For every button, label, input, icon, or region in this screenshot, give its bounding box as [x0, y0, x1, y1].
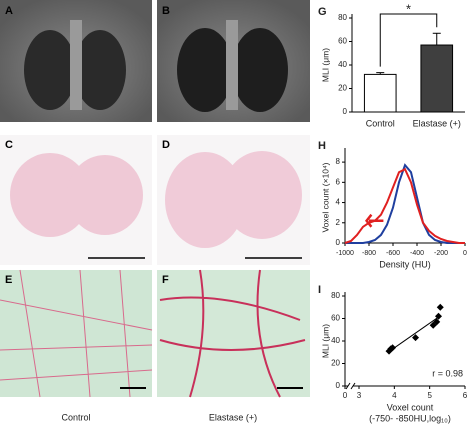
panel-label: D: [162, 139, 170, 151]
histology-image-f: [157, 269, 310, 398]
x-tick-label: 0: [463, 250, 467, 257]
data-point: [433, 318, 441, 326]
panel-label: G: [318, 6, 327, 18]
y-tick-label: 4: [336, 198, 341, 207]
x-tick-label: 0: [343, 391, 348, 400]
x-tick-label: -800: [362, 250, 376, 257]
significance-bracket: [379, 13, 438, 67]
panel-label: A: [5, 5, 13, 17]
y-tick-label: 20: [331, 359, 340, 368]
panel-label: H: [318, 140, 326, 152]
x-tick-label: -200: [434, 250, 448, 257]
y-tick-label: 8: [336, 157, 341, 166]
x-tick-label: -400: [410, 250, 424, 257]
data-point: [389, 344, 397, 352]
histology-image-e: [0, 269, 153, 398]
y-tick-label: 60: [338, 37, 347, 46]
panel-label: E: [5, 274, 12, 286]
panel-label: C: [5, 139, 13, 151]
x-tick-label: 4: [392, 391, 397, 400]
y-tick-label: 20: [338, 84, 347, 93]
line-series: [344, 167, 465, 244]
y-axis-label: MLI (μm): [320, 324, 330, 358]
panel-label: F: [162, 274, 169, 286]
y-tick-label: 60: [331, 314, 340, 323]
bar: [420, 44, 454, 113]
x-tick-label: 3: [357, 391, 362, 400]
column-label: Control: [61, 412, 90, 422]
x-tick-label: -1000: [336, 250, 354, 257]
panel-label: B: [162, 5, 170, 17]
data-point: [412, 334, 420, 342]
data-point: [436, 303, 444, 311]
x-axis-label: (-750- -850HU,log₁₀): [369, 413, 451, 423]
x-tick-label: 6: [463, 391, 468, 400]
x-tick-label: Control: [366, 118, 395, 128]
x-axis-label: Density (HU): [379, 259, 431, 269]
axis-break: [348, 383, 353, 389]
x-axis-label: Voxel count: [387, 402, 434, 412]
ct-image-b: [157, 0, 310, 122]
y-tick-label: 0: [343, 107, 348, 116]
y-axis-label: MLI (μm): [320, 48, 330, 82]
y-tick-label: 40: [331, 336, 340, 345]
bar: [363, 73, 397, 113]
ct-image-a: [0, 0, 152, 122]
significance-mark: *: [406, 1, 411, 16]
y-axis-label: Voxel count (×10⁴): [320, 162, 330, 232]
panel-label: I: [318, 284, 321, 296]
y-tick-label: 6: [336, 177, 341, 186]
column-label: Elastase (+): [209, 412, 257, 422]
histology-image-d: [157, 135, 310, 265]
y-tick-label: 2: [336, 218, 341, 227]
arrow-annotation: [365, 213, 384, 228]
x-tick-label: Elastase (+): [413, 118, 461, 128]
data-point: [435, 312, 442, 320]
y-tick-label: 0: [336, 238, 341, 247]
annotation: r = 0.98: [432, 368, 463, 378]
line-series: [345, 163, 465, 244]
axis-break-mark: [345, 382, 356, 390]
y-tick-label: 80: [338, 13, 347, 22]
x-tick-label: -600: [386, 250, 400, 257]
histology-image-c: [0, 135, 152, 265]
y-tick-label: 80: [331, 291, 340, 300]
y-tick-label: 40: [338, 60, 347, 69]
x-tick-label: 5: [427, 391, 432, 400]
y-tick-label: 0: [336, 381, 341, 390]
fit-line: [388, 315, 441, 352]
